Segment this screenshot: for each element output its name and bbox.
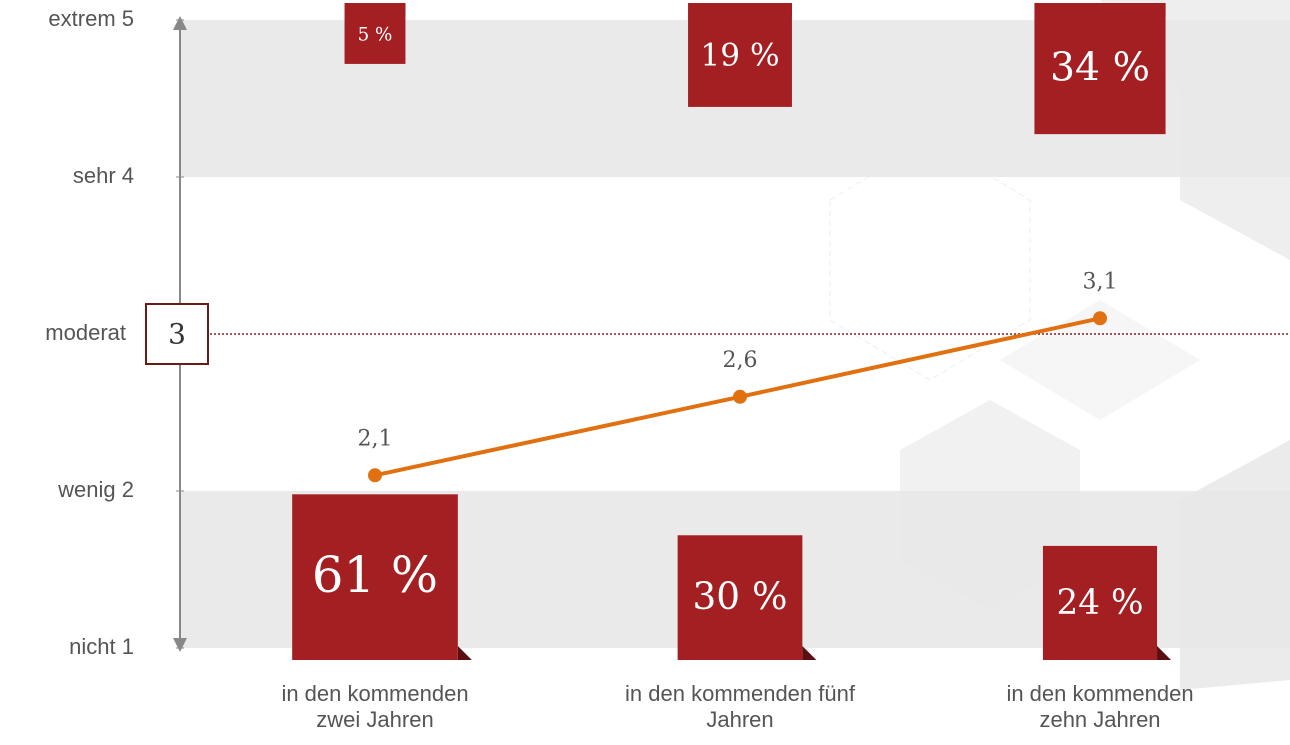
x-tick-label: in den kommenden zehn Jahren	[1006, 681, 1194, 732]
y-tick-label: moderat	[45, 320, 126, 345]
box: 19 %	[688, 3, 792, 107]
box-label: 5 %	[358, 24, 393, 45]
box-label: 34 %	[1050, 45, 1150, 91]
box-label: 24 %	[1057, 583, 1144, 623]
y-tick-label: sehr 4	[73, 163, 134, 188]
box-label: 61 %	[312, 546, 438, 604]
box-label: 30 %	[692, 574, 787, 618]
point	[368, 468, 382, 483]
x-tick-label: in den kommenden fünf Jahren	[625, 681, 855, 732]
y-tick-label: nicht 1	[69, 634, 134, 659]
box-square	[344, 3, 406, 64]
box-square	[1034, 3, 1166, 135]
box-fold	[802, 646, 817, 660]
box-square	[292, 494, 458, 660]
axis-arrow	[173, 16, 187, 30]
y-tick-label: wenig 2	[57, 477, 134, 502]
reference-label: 3	[168, 318, 186, 351]
box: 61 %	[292, 494, 472, 660]
point-label: 3,1	[1083, 269, 1118, 294]
box: 30 %	[677, 535, 817, 660]
box: 5 %	[344, 3, 406, 64]
box-square	[677, 535, 803, 660]
box-fold	[1157, 646, 1172, 660]
reference-box	[145, 303, 209, 365]
point-label: 2,6	[723, 348, 758, 373]
box-fold	[457, 646, 472, 660]
box-square	[688, 3, 792, 107]
x-tick-label: in den kommenden zwei Jahren	[281, 681, 469, 732]
point	[1093, 311, 1107, 326]
box: 34 %	[1034, 3, 1166, 135]
y-tick-label: extrem 5	[48, 6, 134, 31]
axis-arrow	[173, 638, 187, 652]
box: 24 %	[1042, 545, 1172, 660]
point-label: 2,1	[358, 426, 393, 451]
box-label: 19 %	[700, 37, 779, 73]
box-square	[1042, 545, 1158, 660]
point	[733, 389, 747, 404]
